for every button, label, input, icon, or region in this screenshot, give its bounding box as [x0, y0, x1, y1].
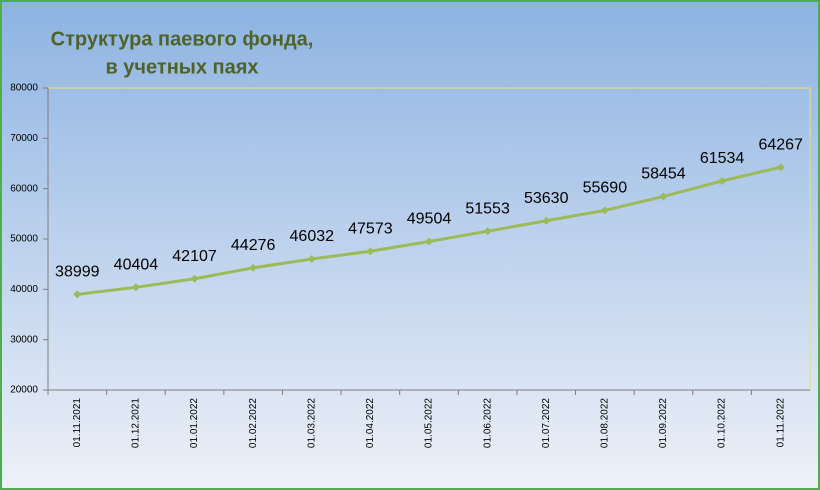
y-tick-label: 70000: [10, 133, 38, 144]
x-tick-label: 01.02.2022: [248, 398, 259, 448]
marker: [249, 263, 258, 272]
y-tick-label: 40000: [10, 284, 38, 295]
marker: [542, 216, 551, 225]
marker: [131, 283, 140, 292]
data-label: 64267: [758, 136, 803, 153]
x-tick-label: 01.04.2022: [365, 398, 376, 448]
x-tick-label: 01.11.2022: [775, 398, 786, 448]
data-label: 42107: [172, 248, 217, 265]
x-tick-label: 01.08.2022: [599, 398, 610, 448]
data-label: 58454: [641, 166, 686, 183]
x-tick-label: 01.11.2021: [72, 398, 83, 448]
y-tick-label: 20000: [10, 385, 38, 396]
marker: [73, 290, 82, 299]
x-tick-label: 01.12.2021: [131, 398, 142, 448]
data-label: 47573: [348, 220, 393, 237]
data-label: 61534: [700, 150, 745, 167]
chart-title: в учетных паях: [105, 56, 258, 78]
marker: [776, 163, 785, 172]
data-label: 46032: [290, 228, 335, 245]
data-label: 53630: [524, 190, 569, 207]
x-tick-label: 01.03.2022: [306, 398, 317, 448]
x-tick-label: 01.10.2022: [717, 398, 728, 448]
data-label: 40404: [114, 257, 159, 274]
marker: [483, 227, 492, 236]
x-tick-label: 01.07.2022: [541, 398, 552, 448]
x-tick-label: 01.06.2022: [482, 398, 493, 448]
data-label: 51553: [465, 200, 510, 217]
chart-title: Структура паевого фонда,: [51, 28, 314, 50]
marker: [190, 274, 199, 283]
y-tick-label: 50000: [10, 234, 38, 245]
data-label: 44276: [231, 237, 276, 254]
x-tick-label: 01.05.2022: [424, 398, 435, 448]
marker: [718, 176, 727, 185]
data-label: 49504: [407, 211, 452, 228]
x-tick-label: 01.09.2022: [658, 398, 669, 448]
y-tick-label: 80000: [10, 83, 38, 94]
data-label: 55690: [583, 180, 628, 197]
marker: [600, 206, 609, 215]
marker: [425, 237, 433, 246]
marker: [307, 254, 316, 263]
marker: [366, 247, 375, 256]
x-tick-label: 01.01.2022: [189, 398, 200, 448]
marker: [659, 192, 668, 201]
data-label: 38999: [55, 264, 100, 281]
y-tick-label: 30000: [10, 334, 38, 345]
y-tick-label: 60000: [10, 183, 38, 194]
